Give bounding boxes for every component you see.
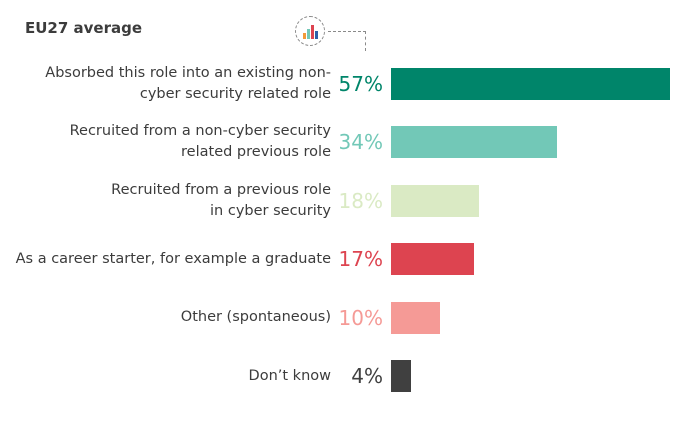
category-label: Recruited from a non-cyber security relat…: [70, 121, 331, 163]
bar-chart-icon[interactable]: [295, 16, 325, 46]
category-label: As a career starter, for example a gradu…: [16, 249, 331, 270]
category-label-line: related previous role: [181, 144, 331, 161]
category-label-line: Recruited from a non-cyber security: [69, 123, 331, 140]
value-label: 57%: [338, 72, 383, 96]
value-label: 18%: [338, 188, 383, 213]
icon-bar: [303, 33, 306, 39]
bar: [391, 360, 411, 392]
category-label-line: in cyber security: [210, 202, 331, 219]
category-label-line: Don’t know: [248, 367, 331, 384]
category-label-line: Recruited from a previous role: [111, 181, 331, 198]
bar: [391, 126, 558, 159]
bar: [391, 301, 440, 334]
chart-title: EU27 average: [25, 19, 143, 37]
bar: [391, 184, 480, 217]
category-label-line: As a career starter, for example a gradu…: [15, 250, 331, 267]
icon-bar: [311, 25, 314, 39]
category-label-line: Absorbed this role into an existing non-: [45, 65, 331, 81]
category-label: Don’t know: [249, 366, 331, 387]
value-label: 10%: [338, 305, 383, 330]
value-label: 34%: [338, 130, 383, 155]
icon-bar: [307, 29, 310, 39]
bar: [391, 243, 475, 276]
category-label-line: Other (spontaneous): [180, 309, 331, 326]
category-label-line: cyber security related role: [139, 86, 331, 102]
category-label: Other (spontaneous): [181, 307, 331, 328]
icon-leader-line: [328, 31, 366, 51]
bar: [391, 68, 670, 100]
value-label: 17%: [338, 247, 383, 272]
category-label: Recruited from a previous role in cyber s…: [111, 180, 331, 222]
category-label: Absorbed this role into an existing non-…: [45, 63, 331, 105]
value-label: 4%: [351, 364, 383, 388]
icon-bar: [315, 31, 318, 39]
